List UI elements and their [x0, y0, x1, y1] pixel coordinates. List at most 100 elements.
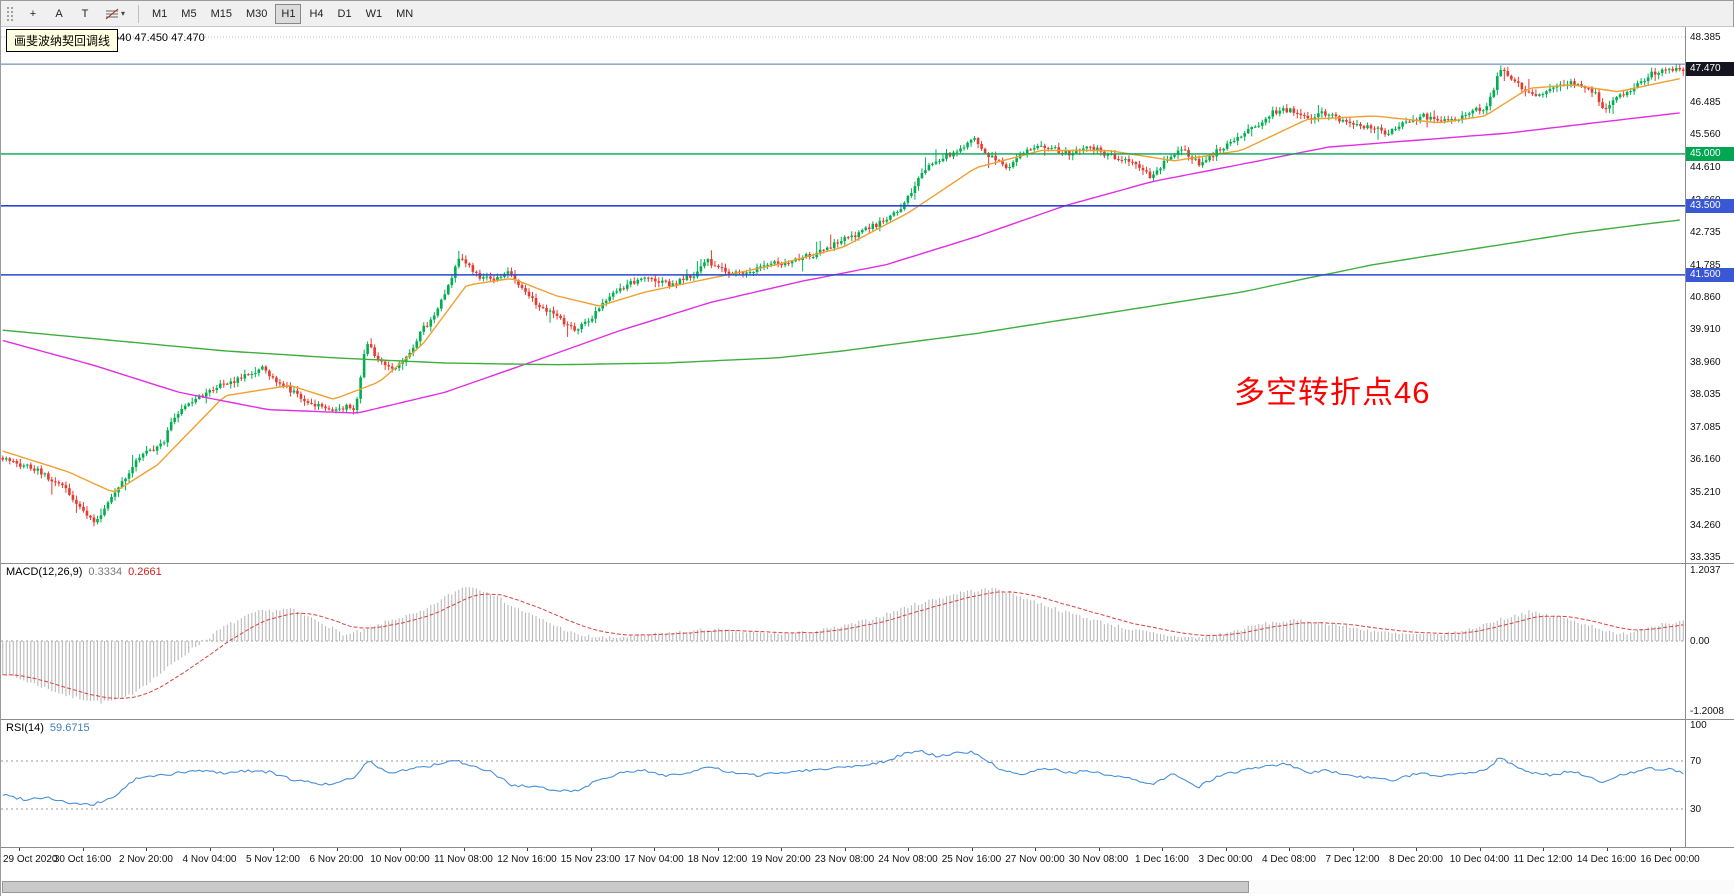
scrollbar-thumb[interactable]: [2, 881, 1249, 893]
time-axis-label: 6 Nov 20:00: [309, 854, 364, 865]
toolbar-grip[interactable]: [5, 4, 14, 23]
timeframe-button-h4[interactable]: H4: [309, 7, 324, 20]
price-line-badge: 45.000: [1686, 146, 1734, 161]
time-axis-label: 23 Nov 08:00: [814, 854, 875, 865]
macd-label: MACD(12,26,9) 0.3334 0.2661: [6, 566, 162, 578]
time-axis-label: 14 Dec 16:00: [1576, 854, 1637, 865]
time-axis-tick: [1352, 847, 1354, 851]
price-line-badge: 41.500: [1686, 267, 1734, 282]
time-axis-label: 29 Oct 2020: [3, 854, 58, 865]
time-axis-label: 11 Dec 12:00: [1513, 854, 1573, 865]
time-axis-tick: [1162, 847, 1163, 851]
timeframe-button-mn[interactable]: MN: [396, 7, 414, 20]
timeframe-button-m15[interactable]: M15: [210, 7, 232, 20]
rsi-panel[interactable]: [1, 719, 1685, 847]
time-axis-label: 17 Nov 04:00: [624, 854, 684, 865]
time-axis-label: 12 Nov 16:00: [497, 854, 557, 865]
panel-separator[interactable]: [1, 719, 1734, 720]
time-axis-tick: [1289, 847, 1290, 851]
price-scale-label: 48.385: [1690, 31, 1721, 43]
time-axis-tick: [1670, 847, 1671, 851]
time-axis-tick: [82, 847, 84, 851]
toolbar-separator: [138, 4, 140, 23]
price-scale-label: 44.610: [1690, 161, 1721, 173]
macd-histogram: [2, 587, 1684, 704]
ohlc-info-line: 540 47.450 47.470: [113, 32, 205, 44]
time-axis-tick: [590, 847, 592, 851]
price-scale-label: 40.860: [1690, 291, 1721, 303]
price-scale[interactable]: 48.38547.43546.48545.56044.61043.66042.7…: [1685, 27, 1734, 847]
price-scale-label: 37.085: [1690, 421, 1721, 433]
price-scale-label: 46.485: [1690, 97, 1721, 109]
time-axis-tick: [400, 847, 401, 851]
price-scale-label: 38.960: [1690, 357, 1721, 369]
chart-area[interactable]: 48.38547.43546.48545.56044.61043.66042.7…: [1, 27, 1734, 896]
time-axis-label: 19 Nov 20:00: [751, 854, 811, 865]
time-axis-label: 11 Nov 08:00: [434, 854, 493, 865]
time-axis-label: 16 Dec 00:00: [1640, 854, 1700, 865]
time-axis-label: 30 Nov 08:00: [1068, 854, 1129, 865]
timeframe-button-d1[interactable]: D1: [337, 7, 352, 20]
price-scale-label: 36.160: [1690, 453, 1721, 465]
time-axis-label: 27 Nov 00:00: [1005, 854, 1065, 865]
macd-signal-line: [2, 591, 1684, 699]
timeframe-button-h1[interactable]: H1: [275, 3, 302, 24]
time-axis-tick: [1225, 847, 1227, 851]
time-axis-label: 4 Dec 08:00: [1262, 854, 1316, 865]
time-axis-tick: [1098, 847, 1100, 851]
time-axis-tick: [527, 847, 528, 851]
time-axis-label: 5 Nov 12:00: [246, 854, 300, 865]
time-axis-tick: [463, 847, 465, 851]
time-axis-tick: [717, 847, 719, 851]
time-axis-tick: [1543, 847, 1544, 851]
crosshair-tool-button[interactable]: +: [29, 7, 37, 20]
time-axis-label: 15 Nov 23:00: [560, 854, 621, 865]
text-tool-button[interactable]: A: [55, 7, 63, 20]
rsi-line: [2, 749, 1684, 806]
macd-panel[interactable]: [1, 563, 1685, 719]
time-axis-label: 18 Nov 12:00: [687, 854, 748, 865]
time-axis-label: 4 Nov 04:00: [182, 854, 237, 865]
price-scale-label: 42.735: [1690, 226, 1721, 238]
rsi-label: RSI(14) 59.6715: [6, 722, 90, 734]
time-axis-tick: [273, 847, 274, 851]
price-scale-label: 35.210: [1690, 486, 1721, 498]
macd-scale-label: 1.2037: [1690, 565, 1721, 577]
time-axis-tick: [1606, 847, 1608, 851]
time-axis-label: 8 Dec 20:00: [1389, 854, 1443, 865]
ma-mid-line: [2, 112, 1680, 414]
horizontal-scrollbar[interactable]: [1, 880, 1734, 894]
fibonacci-tool-button[interactable]: ▾: [99, 4, 131, 24]
price-scale-label: 45.560: [1690, 129, 1721, 141]
time-axis-label: 24 Nov 08:00: [878, 854, 938, 865]
timeframe-button-m1[interactable]: M1: [152, 7, 168, 20]
timeframe-button-m30[interactable]: M30: [245, 7, 268, 20]
time-axis-label: 1 Dec 16:00: [1135, 854, 1189, 865]
time-axis-tick: [844, 847, 846, 851]
time-axis[interactable]: 29 Oct 2020 30 Oct 16:00 2 Nov 20:00 4 Nov …: [1, 847, 1700, 873]
time-axis-tick: [146, 847, 147, 851]
rsi-scale-label: 70: [1690, 755, 1702, 767]
current-price-badge: 47.470: [1686, 61, 1734, 76]
toolbar: + A T ▾ M1 M5 M15 M30 H1 H4 D1 W1 MN: [1, 1, 1733, 27]
panel-separator[interactable]: [1, 563, 1734, 564]
rsi-scale-label: 30: [1690, 803, 1702, 815]
time-axis-label: 25 Nov 16:00: [941, 854, 1002, 865]
time-axis-label: 3 Dec 00:00: [1198, 854, 1253, 865]
price-scale-label: 41.785: [1690, 259, 1721, 271]
time-axis-tick: [908, 847, 909, 851]
timeframe-buttons: M1 M5 M15 M30 H1 H4 D1 W1 MN: [146, 3, 419, 24]
timeframe-button-w1[interactable]: W1: [365, 7, 383, 20]
time-axis-tick: [654, 847, 655, 851]
timeframe-button-m5[interactable]: M5: [181, 7, 197, 20]
price-scale-label: 38.035: [1690, 389, 1721, 401]
trendline-tool-button[interactable]: T: [81, 7, 89, 20]
main-price-panel[interactable]: [1, 27, 1685, 563]
chevron-down-icon: ▾: [121, 9, 126, 18]
fibonacci-icon: [105, 8, 119, 19]
price-scale-label: 39.910: [1690, 324, 1721, 336]
ma-slow-line: [2, 219, 1680, 366]
time-axis-label: 2 Nov 20:00: [119, 854, 173, 865]
time-axis-tick: [781, 847, 782, 851]
